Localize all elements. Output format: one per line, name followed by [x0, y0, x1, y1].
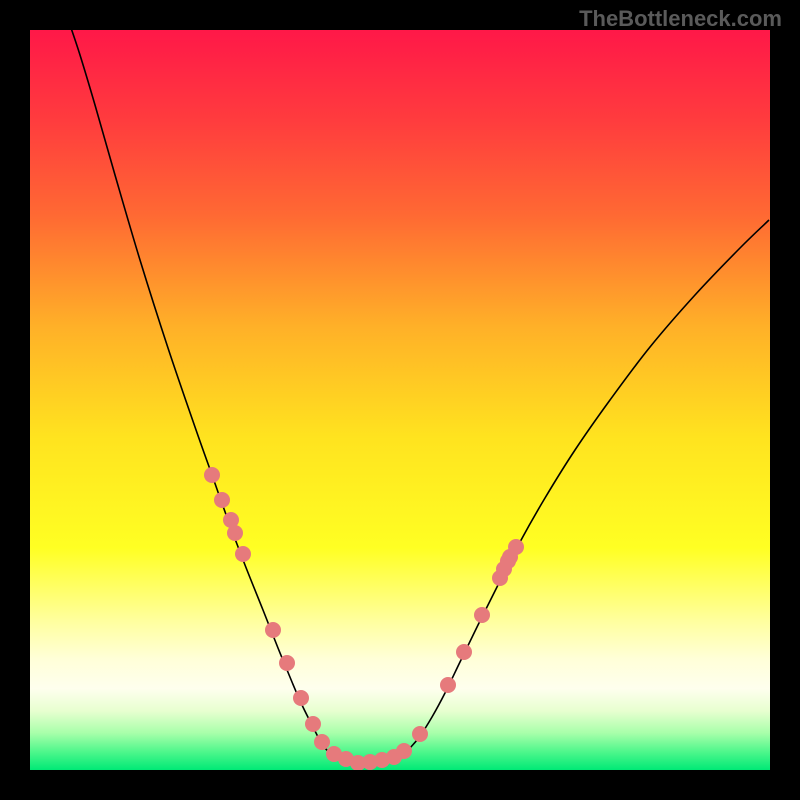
data-point	[227, 525, 243, 541]
data-point	[440, 677, 456, 693]
bottleneck-chart	[30, 30, 770, 770]
data-point	[396, 743, 412, 759]
data-point	[456, 644, 472, 660]
data-point	[474, 607, 490, 623]
data-point	[293, 690, 309, 706]
gradient-background	[30, 30, 770, 770]
data-point	[508, 539, 524, 555]
data-point	[214, 492, 230, 508]
data-point	[265, 622, 281, 638]
watermark-text: TheBottleneck.com	[579, 6, 782, 32]
data-point	[305, 716, 321, 732]
data-point	[279, 655, 295, 671]
data-point	[314, 734, 330, 750]
data-point	[412, 726, 428, 742]
data-point	[235, 546, 251, 562]
data-point	[500, 553, 516, 569]
data-point	[204, 467, 220, 483]
